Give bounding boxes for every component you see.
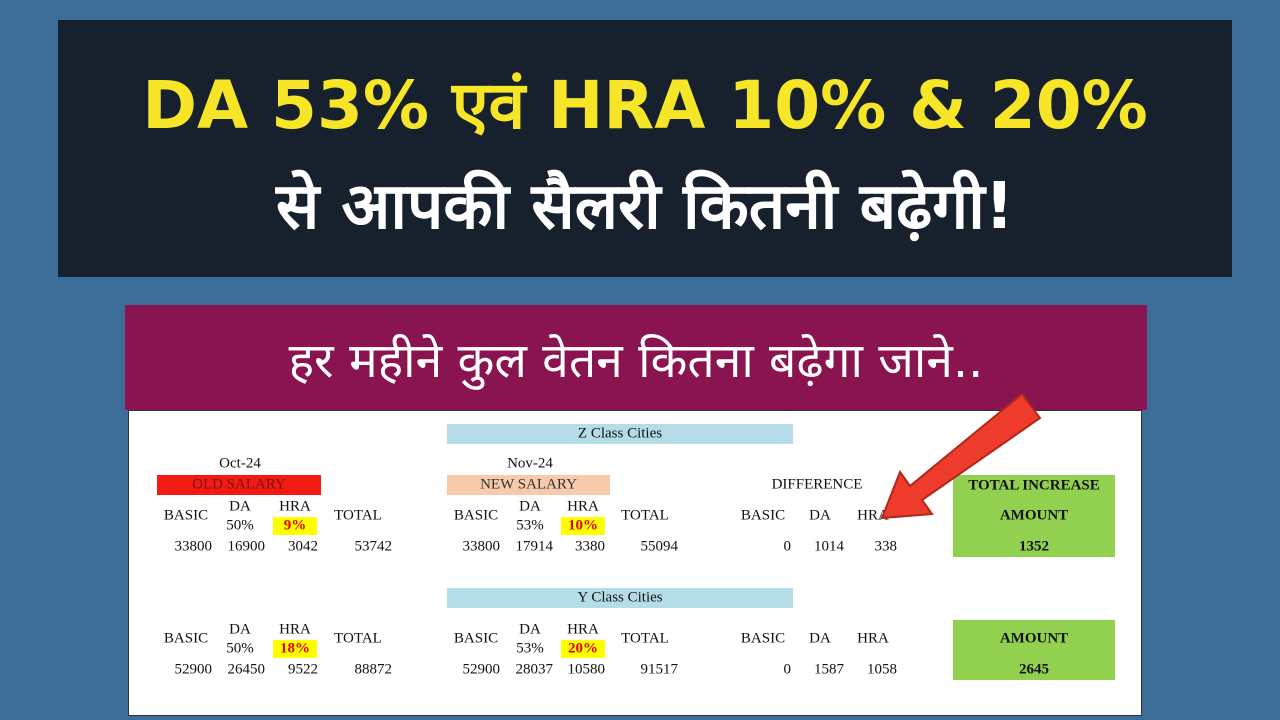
salary-value: 33800 (462, 538, 501, 555)
column-header: DA (229, 498, 251, 515)
title-line: DA 53% एवं HRA 10% & 20% (142, 67, 1148, 144)
column-header: HRA (857, 507, 889, 524)
title-bar (447, 588, 793, 608)
difference-label: DIFFERENCE (771, 476, 863, 493)
difference-value: 1014 (814, 538, 844, 555)
column-header: TOTAL (334, 630, 382, 647)
column-header: HRA (857, 630, 889, 647)
da-rate: 50% (226, 640, 254, 657)
salary-label: OLD SALARY (192, 476, 286, 493)
amount-label: AMOUNT (999, 630, 1069, 647)
column-header: HRA (567, 621, 599, 638)
hra-highlight (561, 517, 605, 535)
hra-rate: 9% (283, 517, 307, 534)
difference-value: 1587 (814, 661, 844, 678)
column-header: BASIC (163, 630, 209, 647)
banner: हर महीने कुल वेतन कितना बढ़ेगा जाने.. (125, 305, 1147, 410)
total-value: 2645 (1019, 661, 1049, 678)
hra-rate: 18% (280, 640, 310, 657)
column-header: DA (229, 621, 251, 638)
column-header: HRA (279, 621, 311, 638)
salary-value: 16900 (227, 538, 266, 555)
column-header: BASIC (163, 507, 209, 524)
salary-value: 28037 (515, 661, 554, 678)
da-rate: 53% (516, 517, 544, 534)
da-rate: 53% (516, 640, 544, 657)
salary-value: 3380 (575, 538, 605, 555)
amount-label: AMOUNT (999, 507, 1069, 524)
total-box (953, 620, 1115, 680)
column-header: DA (809, 507, 831, 524)
hra-highlight (273, 517, 317, 535)
salary-value: 53742 (354, 538, 393, 555)
column-header: HRA (567, 498, 599, 515)
salary-value: 52900 (174, 661, 213, 678)
salary-value: 10580 (567, 661, 606, 678)
difference-value: 0 (783, 661, 792, 678)
salary-value: 9522 (288, 661, 318, 678)
salary-value: 55094 (640, 538, 679, 555)
hra-highlight (561, 640, 605, 658)
section-title: Y Class Cities (577, 589, 663, 606)
difference-value: 0 (783, 538, 792, 555)
title-line: से आपकी सैलरी कितनी बढ़ेगी! (276, 170, 1014, 244)
salary-value: 26450 (227, 661, 266, 678)
difference-value: 338 (874, 538, 898, 555)
column-header: DA (809, 630, 831, 647)
column-header: TOTAL (621, 507, 669, 524)
salary-value: 91517 (640, 661, 679, 678)
hra-rate: 20% (568, 640, 598, 657)
da-rate: 50% (226, 517, 254, 534)
column-header: BASIC (453, 507, 499, 524)
column-header: BASIC (740, 507, 786, 524)
salary-label: NEW SALARY (480, 476, 577, 493)
total-label: TOTAL INCREASE (968, 477, 1100, 494)
salary-value: 3042 (288, 538, 318, 555)
salary-label-bar (447, 475, 610, 495)
salary-label-bar (157, 475, 321, 495)
hra-rate: 10% (568, 517, 598, 534)
section-title: Z Class Cities (577, 425, 663, 442)
title-box: DA 53% एवं HRA 10% & 20% से आपकी सैलरी क… (58, 20, 1232, 277)
title-bar (447, 424, 793, 444)
month-label: Nov-24 (507, 455, 553, 472)
difference-value: 1058 (867, 661, 897, 678)
column-header: TOTAL (621, 630, 669, 647)
column-header: HRA (279, 498, 311, 515)
column-header: BASIC (740, 630, 786, 647)
hra-highlight (273, 640, 317, 658)
column-header: TOTAL (334, 507, 382, 524)
salary-value: 33800 (174, 538, 213, 555)
column-header: DA (519, 498, 541, 515)
banner-text: हर महीने कुल वेतन कितना बढ़ेगा जाने.. (288, 333, 984, 389)
salary-value: 88872 (354, 661, 393, 678)
total-value: 1352 (1019, 538, 1049, 555)
salary-value: 52900 (462, 661, 501, 678)
salary-value: 17914 (515, 538, 554, 555)
column-header: BASIC (453, 630, 499, 647)
month-label: Oct-24 (219, 455, 261, 472)
column-header: DA (519, 621, 541, 638)
